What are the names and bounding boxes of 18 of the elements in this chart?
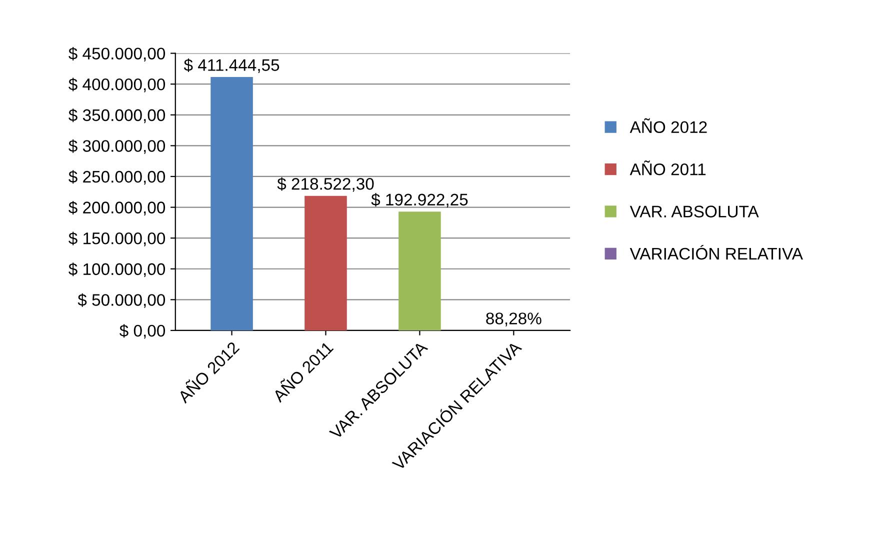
y-tick-label: $ 0,00 [120,324,166,339]
y-tick-label: $ 400.000,00 [68,78,166,92]
y-tick-label: $ 300.000,00 [68,139,166,154]
y-tick-label: $ 250.000,00 [68,170,166,185]
data-label: $ 218.522,30 [277,177,374,192]
legend-label: VARIACIÓN RELATIVA [630,245,803,260]
data-label: 88,28% [486,312,542,326]
data-label: $ 192.922,25 [371,193,468,208]
legend-label: VAR. ABSOLUTA [630,206,759,218]
y-tick-label: $ 350.000,00 [68,108,166,124]
y-tick-label: $ 200.000,00 [68,200,166,216]
legend-label: AÑO 2012 [630,118,707,134]
legend-label: AÑO 2011 [630,160,706,176]
y-tick-label: $ 50.000,00 [78,293,166,308]
y-tick-label: $ 150.000,00 [68,232,166,246]
data-label: $ 411.444,55 [184,58,280,73]
y-tick-label: $ 100.000,00 [68,262,166,278]
y-tick-label: $ 450.000,00 [68,47,166,62]
